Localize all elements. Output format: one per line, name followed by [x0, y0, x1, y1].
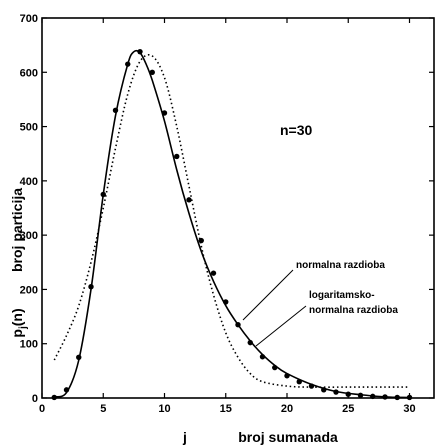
- annotation-lognormal-line2: normalna razdioba: [309, 305, 398, 316]
- x-tick-label: 15: [220, 403, 232, 415]
- x-axis-variable: j: [182, 429, 187, 445]
- x-tick-label: 20: [281, 403, 293, 415]
- y-tick-label: 400: [20, 176, 38, 188]
- y-tick-label: 300: [20, 230, 38, 242]
- x-tick-label: 5: [100, 403, 106, 415]
- data-point: [137, 48, 143, 55]
- x-tick-label: 10: [158, 403, 170, 415]
- y-tick-label: 0: [32, 393, 38, 405]
- y-tick-label: 100: [20, 339, 38, 351]
- x-tick-label: 30: [403, 403, 415, 415]
- data-point: [88, 284, 94, 290]
- data-point: [100, 191, 106, 198]
- data-point: [259, 354, 266, 360]
- data-point: [186, 197, 192, 203]
- y-axis-label: broj particija: [9, 188, 25, 272]
- data-point: [394, 394, 400, 401]
- annotation-arrow-lognormal: [255, 305, 307, 347]
- data-point: [333, 389, 339, 395]
- data-point: [76, 354, 82, 360]
- x-axis-label: broj sumanada: [238, 429, 338, 445]
- data-point: [174, 153, 180, 160]
- y-var-suffix: (n): [9, 308, 25, 326]
- plot-frame: [41, 17, 435, 399]
- y-var-sub: j: [18, 326, 29, 330]
- y-var-p: p: [9, 329, 25, 338]
- annotation-arrow-normal: [242, 269, 294, 321]
- data-point: [382, 394, 388, 400]
- data-point: [345, 391, 351, 397]
- annotation-normal: normalna razdioba: [296, 260, 385, 271]
- svg-text:pj(n): pj(n): [9, 308, 29, 337]
- data-point: [296, 379, 302, 385]
- data-point: [321, 387, 327, 393]
- series-line-lognormal: [53, 54, 410, 388]
- y-tick-label: 200: [20, 284, 38, 296]
- data-point: [406, 394, 413, 401]
- data-point: [357, 392, 364, 398]
- markers-layer: [51, 48, 413, 401]
- series-layer: [53, 49, 410, 399]
- data-point: [198, 237, 204, 244]
- y-axis-variable: pj(n): [9, 308, 29, 337]
- n-annotation: n=30: [280, 122, 313, 138]
- data-point: [63, 387, 70, 393]
- data-point: [161, 110, 168, 116]
- plot-area: [41, 17, 435, 399]
- data-point: [308, 383, 315, 389]
- data-point: [370, 393, 376, 400]
- y-tick-label: 500: [20, 122, 38, 134]
- data-point: [235, 322, 241, 328]
- data-point: [112, 107, 119, 113]
- x-tick-label: 25: [342, 403, 354, 415]
- data-point: [247, 339, 253, 346]
- data-point: [125, 61, 131, 67]
- x-tick-label: 0: [39, 403, 45, 415]
- data-point: [149, 69, 155, 75]
- data-point: [272, 364, 278, 371]
- y-tick-label: 700: [20, 13, 38, 25]
- y-tick-label: 600: [20, 67, 38, 79]
- data-point: [210, 270, 217, 276]
- data-point: [284, 373, 290, 379]
- annotation-lognormal-line1: logaritamsko-: [309, 290, 375, 301]
- data-point: [223, 299, 229, 305]
- data-point: [51, 394, 57, 401]
